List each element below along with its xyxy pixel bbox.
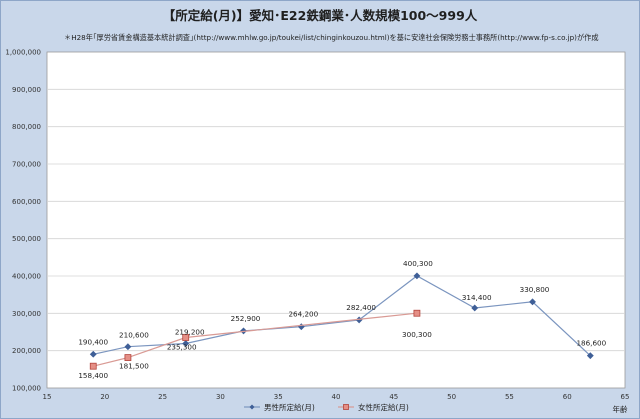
data-point <box>89 350 97 358</box>
data-label: 219,200 <box>175 327 205 336</box>
y-tick-label: 600,000 <box>12 198 41 206</box>
x-tick-label: 65 <box>621 393 630 401</box>
x-tick-label: 60 <box>563 393 572 401</box>
legend-marker <box>249 404 255 410</box>
x-tick-label: 20 <box>100 393 109 401</box>
data-point <box>182 334 190 341</box>
data-label: 181,500 <box>119 362 149 371</box>
y-tick-label: 900,000 <box>12 86 41 94</box>
series-line-1 <box>93 275 591 357</box>
legend-marker <box>343 404 349 410</box>
data-label: 282,400 <box>346 303 376 312</box>
data-point <box>124 343 132 351</box>
chart-title: 【所定給(月)】愛知･E22鉄鋼業･人数規模100～999人 <box>163 8 478 23</box>
x-tick-label: 40 <box>332 393 341 401</box>
y-tick-label: 400,000 <box>12 273 41 281</box>
axis-layer: 100,000 200,000 300,000 400,000 500,000 600,0… <box>5 49 629 402</box>
series-layer <box>89 272 594 370</box>
data-label: 235,300 <box>167 342 197 351</box>
y-tick-label: 300,000 <box>12 310 41 318</box>
data-label: 264,200 <box>288 310 318 319</box>
data-point <box>413 272 421 280</box>
legend-entry: 女性所定給(月) <box>358 402 409 412</box>
data-label: 252,900 <box>231 314 261 323</box>
data-point <box>471 304 479 312</box>
x-tick-label: 15 <box>43 393 52 401</box>
grid-layer <box>47 88 625 352</box>
chart-subtitle: ＊H28年｢厚労省賃金構造基本統計調査｣(http://www.mhlw.go.… <box>64 33 599 42</box>
y-tick-label: 1,000,000 <box>5 49 41 57</box>
y-tick-label: 500,000 <box>12 235 41 243</box>
data-point <box>529 298 536 306</box>
data-point <box>124 354 132 361</box>
x-axis-label: 年齢 <box>613 404 628 414</box>
data-label: 158,400 <box>78 371 108 380</box>
data-label: 300,300 <box>402 330 432 339</box>
data-label: 330,800 <box>520 285 550 294</box>
data-label: 400,300 <box>403 259 433 268</box>
data-label: 186,600 <box>576 339 606 348</box>
y-tick-label: 100,000 <box>12 385 41 393</box>
plot-area <box>46 51 626 389</box>
x-tick-label: 55 <box>505 393 514 401</box>
data-label-layer: 190,400 210,600 219,200 252,900 264,200 282,4… <box>78 259 606 380</box>
data-point <box>182 340 190 347</box>
data-label: 210,600 <box>119 331 149 340</box>
data-label: 190,400 <box>78 337 108 346</box>
data-point <box>586 352 594 360</box>
x-tick-label: 50 <box>447 393 456 401</box>
x-tick-label: 30 <box>216 393 225 401</box>
x-tick-label: 45 <box>389 393 398 401</box>
legend-entry: 男性所定給(月) <box>264 402 315 412</box>
legend: 男性所定給(月) 女性所定給(月) <box>244 402 409 412</box>
data-label: 314,400 <box>462 293 492 302</box>
series-line-2 <box>93 312 417 367</box>
y-tick-label: 800,000 <box>12 123 41 131</box>
x-tick-label: 35 <box>274 393 283 401</box>
y-tick-label: 200,000 <box>12 347 41 355</box>
x-tick-label: 25 <box>158 393 167 401</box>
data-point <box>413 309 421 317</box>
data-point <box>89 362 97 370</box>
y-tick-label: 700,000 <box>12 161 41 169</box>
